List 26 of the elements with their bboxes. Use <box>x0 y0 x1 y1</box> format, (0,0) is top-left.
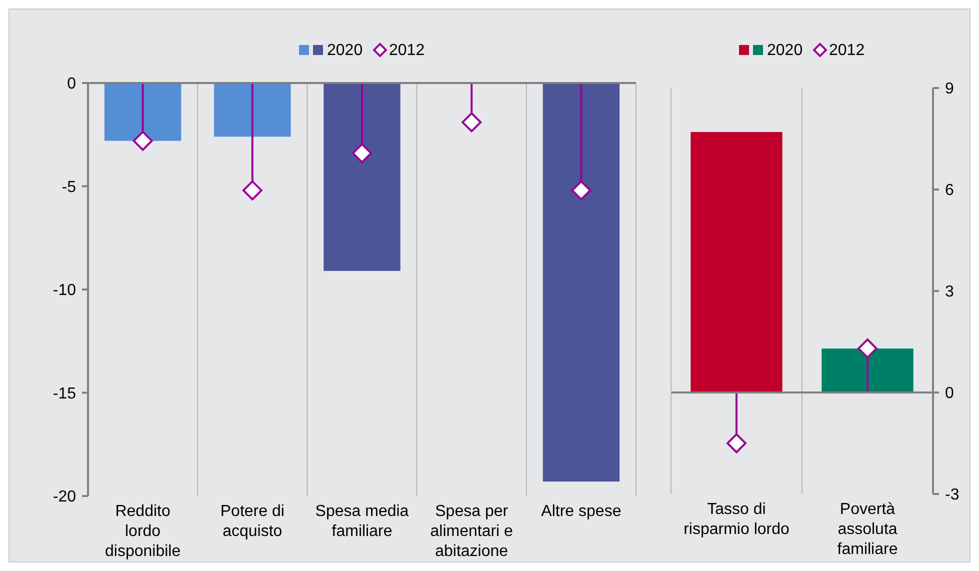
y-tick-label: 0 <box>67 76 76 93</box>
point <box>571 180 592 200</box>
x-tick-label: Altre spese <box>541 503 622 520</box>
y2-tick-label: 6 <box>945 182 954 200</box>
y-tick-label: -10 <box>52 282 76 300</box>
x-tick-label: Povertà assoluta familiare <box>837 501 898 558</box>
point <box>242 180 262 200</box>
y2-tick-label: 0 <box>945 385 954 402</box>
y2-tick-label: 3 <box>945 284 954 301</box>
legend-label: 2012 <box>389 42 425 59</box>
y2-tick-label: -3 <box>945 486 960 504</box>
y-tick-label: -15 <box>52 385 76 402</box>
point <box>352 143 372 164</box>
y-tick-label: -20 <box>52 488 76 506</box>
x-tick-label: Tasso di risparmio lordo <box>684 501 790 538</box>
legend-label: 2020 <box>767 42 803 59</box>
legend-label: 2020 <box>327 42 363 59</box>
x-tick-label: Reddito lordo disponibile <box>104 503 181 560</box>
x-tick-label: Spesa per alimentari e abitazione <box>430 503 514 560</box>
y2-tick-label: 9 <box>945 80 954 98</box>
y-tick-label: -5 <box>62 178 76 196</box>
x-tick-label: Spesa media familiare <box>315 503 409 540</box>
x-tick-label: Potere di acquisto <box>220 503 284 540</box>
point <box>132 130 153 151</box>
legend-label: 2012 <box>829 42 865 59</box>
point <box>462 112 482 132</box>
